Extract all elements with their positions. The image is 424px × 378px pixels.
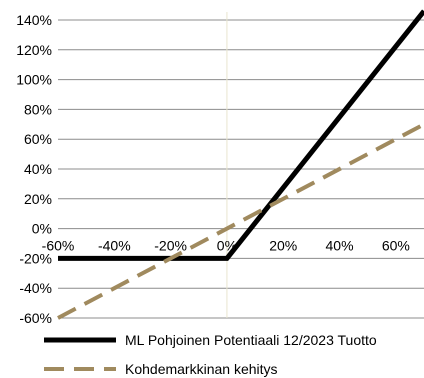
- x-tick-label: 60%: [382, 238, 410, 254]
- y-tick-label: -40%: [19, 280, 52, 296]
- x-tick-label: 0%: [217, 238, 237, 254]
- y-tick-labels: 140% 120% 100% 80% 60% 40% 20% 0% -20% -40% -60%: [16, 12, 52, 326]
- x-tick-label: 20%: [269, 238, 297, 254]
- axes: [58, 12, 424, 318]
- y-tick-label: 80%: [24, 101, 52, 117]
- x-tick-label: -20%: [154, 238, 187, 254]
- y-tick-label: 60%: [24, 131, 52, 147]
- y-tick-label: 120%: [16, 42, 52, 58]
- y-tick-label: 140%: [16, 12, 52, 28]
- series-line-potential-return: [58, 9, 424, 261]
- x-tick-label: -40%: [98, 238, 131, 254]
- y-tick-label: 40%: [24, 161, 52, 177]
- x-tick-label: 40%: [326, 238, 354, 254]
- legend-label: Kohdemarkkinan kehitys: [125, 361, 278, 377]
- y-tick-label: -20%: [19, 250, 52, 266]
- series-line-target-market: [57, 122, 424, 320]
- x-tick-label: -60%: [42, 238, 75, 254]
- x-tick-labels: -60% -40% -20% 0% 20% 40% 60%: [42, 238, 410, 254]
- y-tick-label: 0%: [32, 221, 52, 237]
- legend-label: ML Pohjoinen Potentiaali 12/2023 Tuotto: [125, 332, 377, 348]
- series-lines: [57, 9, 424, 320]
- legend: ML Pohjoinen Potentiaali 12/2023 Tuotto K…: [44, 332, 377, 377]
- grid-lines: [58, 19, 424, 319]
- y-tick-label: -60%: [19, 310, 52, 326]
- y-tick-label: 100%: [16, 72, 52, 88]
- y-tick-label: 20%: [24, 191, 52, 207]
